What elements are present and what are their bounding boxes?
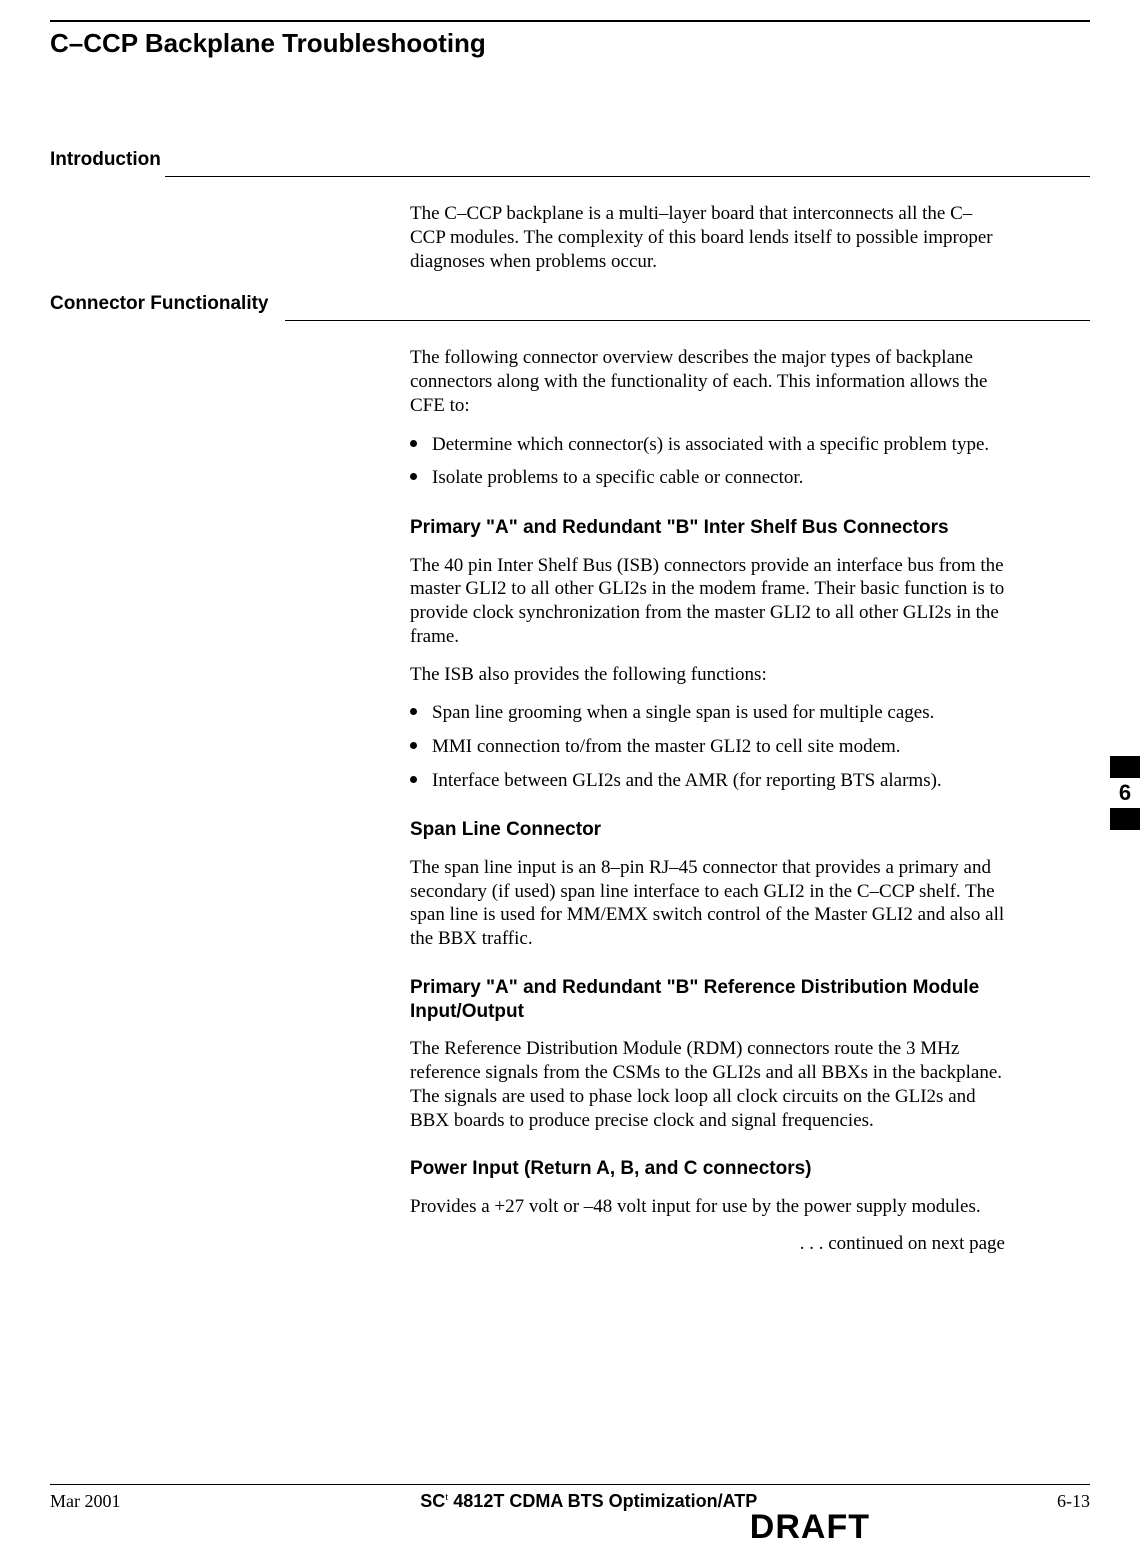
continued-text: . . . continued on next page [50,1233,1005,1255]
tab-number: 6 [1110,778,1140,808]
isb-para2: The ISB also provides the following func… [410,663,1005,687]
draft-stamp: DRAFT [50,1508,1090,1547]
tab-bar-bottom [1110,808,1140,830]
list-item: Interface between GLI2s and the AMR (for… [410,768,1005,794]
list-item: Span line grooming when a single span is… [410,700,1005,726]
connector-intro: The following connector overview describ… [410,346,1005,417]
isb-bullet-list: Span line grooming when a single span is… [410,700,1005,793]
span-para1: The span line input is an 8–pin RJ–45 co… [410,856,1005,951]
header-rule [50,20,1090,22]
power-para1: Provides a +27 volt or –48 volt input fo… [410,1195,1005,1219]
intro-paragraph: The C–CCP backplane is a multi–layer boa… [410,202,1005,273]
footer: Mar 2001 SCt 4812T CDMA BTS Optimization… [50,1484,1090,1547]
rdm-para1: The Reference Distribution Module (RDM) … [410,1037,1005,1132]
chapter-title: C–CCP Backplane Troubleshooting [50,28,1090,59]
list-item: Isolate problems to a specific cable or … [410,465,1005,491]
footer-tm: t [445,1491,448,1503]
footer-page-number: 6-13 [1057,1491,1090,1512]
section-heading-connector: Connector Functionality [50,293,1090,315]
footer-date: Mar 2001 [50,1491,121,1512]
section-rule [165,176,1090,177]
isb-para1: The 40 pin Inter Shelf Bus (ISB) connect… [410,554,1005,649]
footer-doc-title: SCt 4812T CDMA BTS Optimization/ATP [121,1491,1058,1512]
sub-heading-rdm: Primary "A" and Redundant "B" Reference … [410,976,1005,1024]
tab-bar-top [1110,756,1140,778]
sub-heading-power: Power Input (Return A, B, and C connecto… [410,1157,1005,1181]
side-tab: 6 [1110,756,1140,830]
list-item: MMI connection to/from the master GLI2 t… [410,734,1005,760]
sub-heading-span: Span Line Connector [410,818,1005,842]
sub-heading-isb: Primary "A" and Redundant "B" Inter Shel… [410,516,1005,540]
list-item: Determine which connector(s) is associat… [410,432,1005,458]
footer-doc-suffix: 4812T CDMA BTS Optimization/ATP [453,1491,757,1511]
footer-rule [50,1484,1090,1485]
section-rule [285,320,1090,321]
section-heading-introduction: Introduction [50,149,1090,171]
connector-bullet-list: Determine which connector(s) is associat… [410,432,1005,491]
footer-doc-prefix: SC [420,1491,445,1511]
